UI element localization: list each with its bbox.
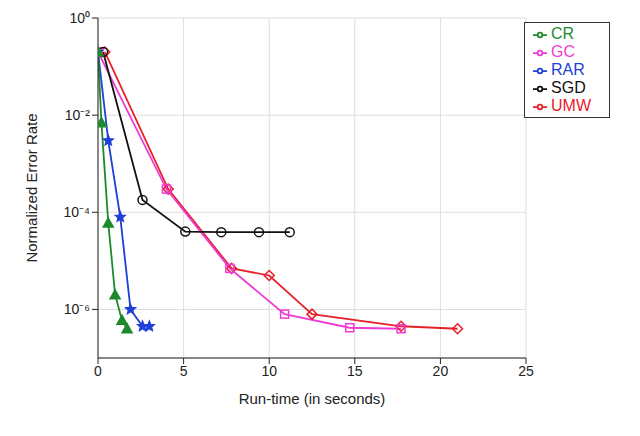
svg-text:Normalized Error Rate: Normalized Error Rate	[23, 113, 40, 262]
html-text:UMW: UMW	[551, 97, 591, 114]
svg-text:10: 10	[261, 363, 277, 379]
html-text:CR: CR	[551, 25, 575, 42]
svg-text:0: 0	[94, 363, 102, 379]
svg-text:Run-time (in seconds): Run-time (in seconds)	[239, 390, 386, 407]
svg-text:15: 15	[347, 363, 363, 379]
html-text:GC: GC	[551, 43, 575, 60]
svg-text:10⁻⁴: 10⁻⁴	[63, 204, 90, 220]
svg-text:25: 25	[518, 363, 534, 379]
svg-text:10⁻²: 10⁻²	[65, 107, 91, 123]
html-text:SGD: SGD	[551, 79, 586, 96]
svg-text:5: 5	[180, 363, 188, 379]
svg-text:10⁰: 10⁰	[69, 10, 90, 26]
html-text:RAR: RAR	[551, 61, 585, 78]
svg-text:10⁻⁶: 10⁻⁶	[64, 301, 90, 317]
svg-text:20: 20	[433, 363, 449, 379]
